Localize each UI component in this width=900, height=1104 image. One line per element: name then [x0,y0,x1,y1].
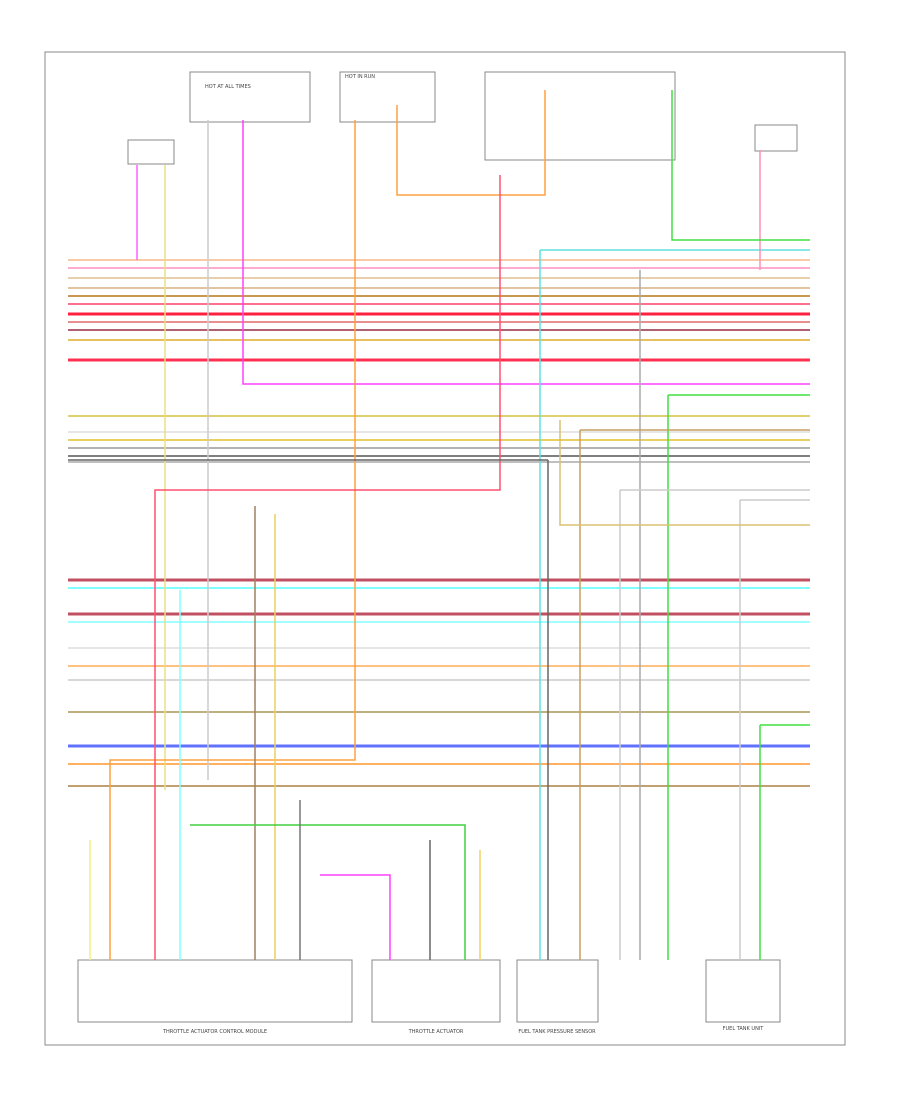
wire [667,394,810,960]
wire [619,489,810,960]
component-label: FUEL TANK UNIT [723,1026,765,1032]
sensor-box [516,959,599,1023]
wire [154,175,501,960]
wire [579,429,810,960]
wire [242,120,810,385]
wire [739,499,810,960]
wire [671,90,810,241]
wire [559,420,810,526]
fuse-block [339,71,436,123]
wire [320,874,391,960]
component-label: THROTTLE ACTUATOR CONTROL MODULE [162,1029,267,1035]
wire [109,120,356,960]
component-label: THROTTLE ACTUATOR [408,1029,464,1035]
label: HOT AT ALL TIMES [205,84,251,90]
component-label: FUEL TANK PRESSURE SENSOR [518,1029,596,1035]
connector [127,139,175,165]
connector [754,124,798,152]
wire [396,90,546,196]
frame [44,51,846,1046]
module-box [77,959,353,1023]
wire [759,724,810,960]
wire [539,249,810,960]
wire [68,459,549,960]
fuse-block [189,71,311,123]
wire [190,824,466,960]
label: HOT IN RUN [345,74,375,80]
tank-unit-box [705,959,781,1023]
actuator-box [371,959,501,1023]
relay-center [484,71,676,161]
